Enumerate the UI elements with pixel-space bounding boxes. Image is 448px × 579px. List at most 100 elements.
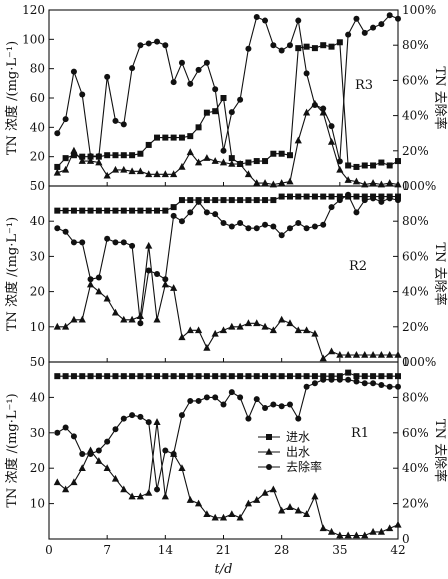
- panel-r1-series-triangle: [53, 418, 402, 539]
- panel-r2-triangle-point: [394, 350, 402, 358]
- panel-r2-square-point: [137, 207, 144, 214]
- panel-r2-circle-point: [220, 219, 227, 226]
- panel-r1-y2tick-label: 40%: [402, 461, 429, 475]
- panel-r3-circle-point: [237, 96, 244, 103]
- panel-r2-square-point: [278, 193, 285, 200]
- panel-r1-square-point: [162, 373, 169, 380]
- panel-r1-triangle-point: [219, 513, 228, 521]
- panel-r1-triangle-point: [62, 485, 70, 493]
- panel-r3-y2tick-label: 60%: [402, 73, 429, 87]
- panel-r3-ytick-label: 100: [22, 32, 45, 46]
- panel-r3-circle-point: [220, 147, 227, 154]
- panel-r1-circle-point: [295, 415, 302, 422]
- panel-r2-square-point: [245, 197, 252, 204]
- panel-r3-square-point: [162, 134, 169, 141]
- panel-r3-triangle-point: [70, 146, 78, 154]
- panel-r3-circle-point: [353, 15, 360, 22]
- panel-r3-triangle-point: [278, 179, 286, 186]
- panel-r1-circle-point: [129, 412, 136, 419]
- panel-r3-ytick-label: 60: [30, 91, 45, 105]
- panel-r1-square-point: [195, 373, 202, 380]
- panel-r3-triangle-point: [386, 179, 394, 186]
- panel-r2-triangle-point: [145, 241, 153, 249]
- panel-r1-circle-point: [70, 433, 77, 440]
- panel-r3-triangle-point: [286, 177, 294, 185]
- panel-r3-circle-point: [303, 70, 310, 77]
- panel-r3-square-point: [145, 141, 152, 148]
- panel-r3-circle-point: [187, 80, 194, 87]
- panel-r1-square-point: [187, 373, 194, 380]
- panel-r3-square-point: [178, 134, 185, 141]
- panel-r2-circle-point: [212, 211, 219, 218]
- panel-r1-circle-point: [79, 451, 86, 458]
- panel-r3-triangle-point: [294, 136, 302, 144]
- panel-r1-triangle-point: [228, 510, 236, 518]
- x-axis-title: t/d: [215, 562, 233, 577]
- panel-r3-series-circle: [54, 12, 401, 165]
- panel-r2-series-triangle-line: [57, 245, 398, 360]
- panel-r2-circle-point: [79, 239, 86, 246]
- panel-r3-square-point: [137, 150, 144, 157]
- panel-r2-square-point: [353, 193, 360, 200]
- panel-r2-circle-point: [311, 223, 318, 230]
- panel-r2-circle-point: [112, 239, 119, 246]
- panel-r1-circle-point: [195, 397, 202, 404]
- panel-r3-square-point: [120, 152, 127, 159]
- panel-r1-triangle-point: [336, 531, 344, 539]
- panel-r3-circle-point: [370, 24, 377, 31]
- panel-r3-ytick-label: 120: [22, 3, 45, 17]
- panel-r3-square-point: [395, 158, 401, 165]
- panel-r2-square-point: [112, 207, 119, 214]
- panel-r3-triangle-point: [344, 176, 352, 183]
- legend-label-0: 进水: [286, 430, 310, 444]
- panel-r1-ytick-label: 40: [30, 390, 45, 404]
- xtick-label: 21: [216, 543, 231, 557]
- panel-r1-square-point: [237, 373, 244, 380]
- panel-r1-square-point: [386, 373, 393, 380]
- panel-r1-circle-point: [95, 447, 102, 454]
- panel-r1-triangle-point: [203, 510, 211, 518]
- panel-r3-triangle-point: [128, 167, 136, 175]
- panel-r3-series-square: [54, 39, 401, 170]
- panel-r1-circle-point: [303, 383, 310, 390]
- panel-r1-triangle-point: [78, 464, 86, 471]
- panel-r1-circle-point: [162, 447, 169, 454]
- panel-r3-square-point: [79, 153, 86, 160]
- panel-r2-square-point: [237, 197, 244, 204]
- panel-r3-circle-point: [278, 47, 285, 54]
- panel-r3-triangle-point: [261, 179, 269, 186]
- panel-r2-square-point: [87, 207, 94, 214]
- panel-r1-triangle-point: [145, 488, 153, 496]
- panel-r1-circle-point: [112, 426, 119, 433]
- panel-r3-ylabel: TN 浓度 /(mg·L⁻¹): [4, 41, 20, 155]
- panel-r2-triangle-point: [377, 350, 385, 358]
- panel-r3-triangle-point: [319, 108, 327, 116]
- panel-r2-triangle-point: [352, 350, 361, 358]
- panel-r2-circle-point: [262, 221, 269, 228]
- panel-r1-y2label: TN 去除率: [432, 419, 448, 482]
- panel-r1-circle-point: [137, 413, 144, 420]
- panel-r1-triangle-point: [294, 506, 302, 514]
- panel-r3-triangle-point: [361, 180, 369, 188]
- panel-r2-circle-point: [245, 225, 252, 232]
- panel-r2-circle-point: [286, 225, 293, 232]
- panel-r2-triangle-point: [344, 350, 352, 358]
- panel-r1-triangle-point: [352, 531, 361, 539]
- panel-r1-triangle-point: [53, 478, 61, 486]
- panel-r1-series-square: [54, 369, 401, 380]
- panel-r3-square-point: [253, 158, 260, 165]
- panel-r3-circle-point: [328, 123, 335, 130]
- panel-r1-triangle-point: [161, 492, 169, 500]
- panel-r1-ytick-label: 20: [30, 461, 45, 475]
- panel-r1-circle-point: [370, 380, 377, 387]
- panel-r2-triangle-point: [219, 326, 228, 334]
- panel-r2-triangle-point: [228, 322, 236, 330]
- panel-r1-triangle-point: [211, 513, 219, 521]
- panel-r2-triangle-point: [302, 326, 311, 334]
- panel-r3-ytick-label: 80: [30, 62, 45, 76]
- panel-r2-square-point: [120, 207, 127, 214]
- panel-r2-square-point: [378, 193, 385, 200]
- panel-r3-triangle-point: [136, 167, 145, 175]
- panel-r3-y2tick-label: 80%: [402, 38, 429, 52]
- panel-r2-circle-point: [154, 271, 161, 277]
